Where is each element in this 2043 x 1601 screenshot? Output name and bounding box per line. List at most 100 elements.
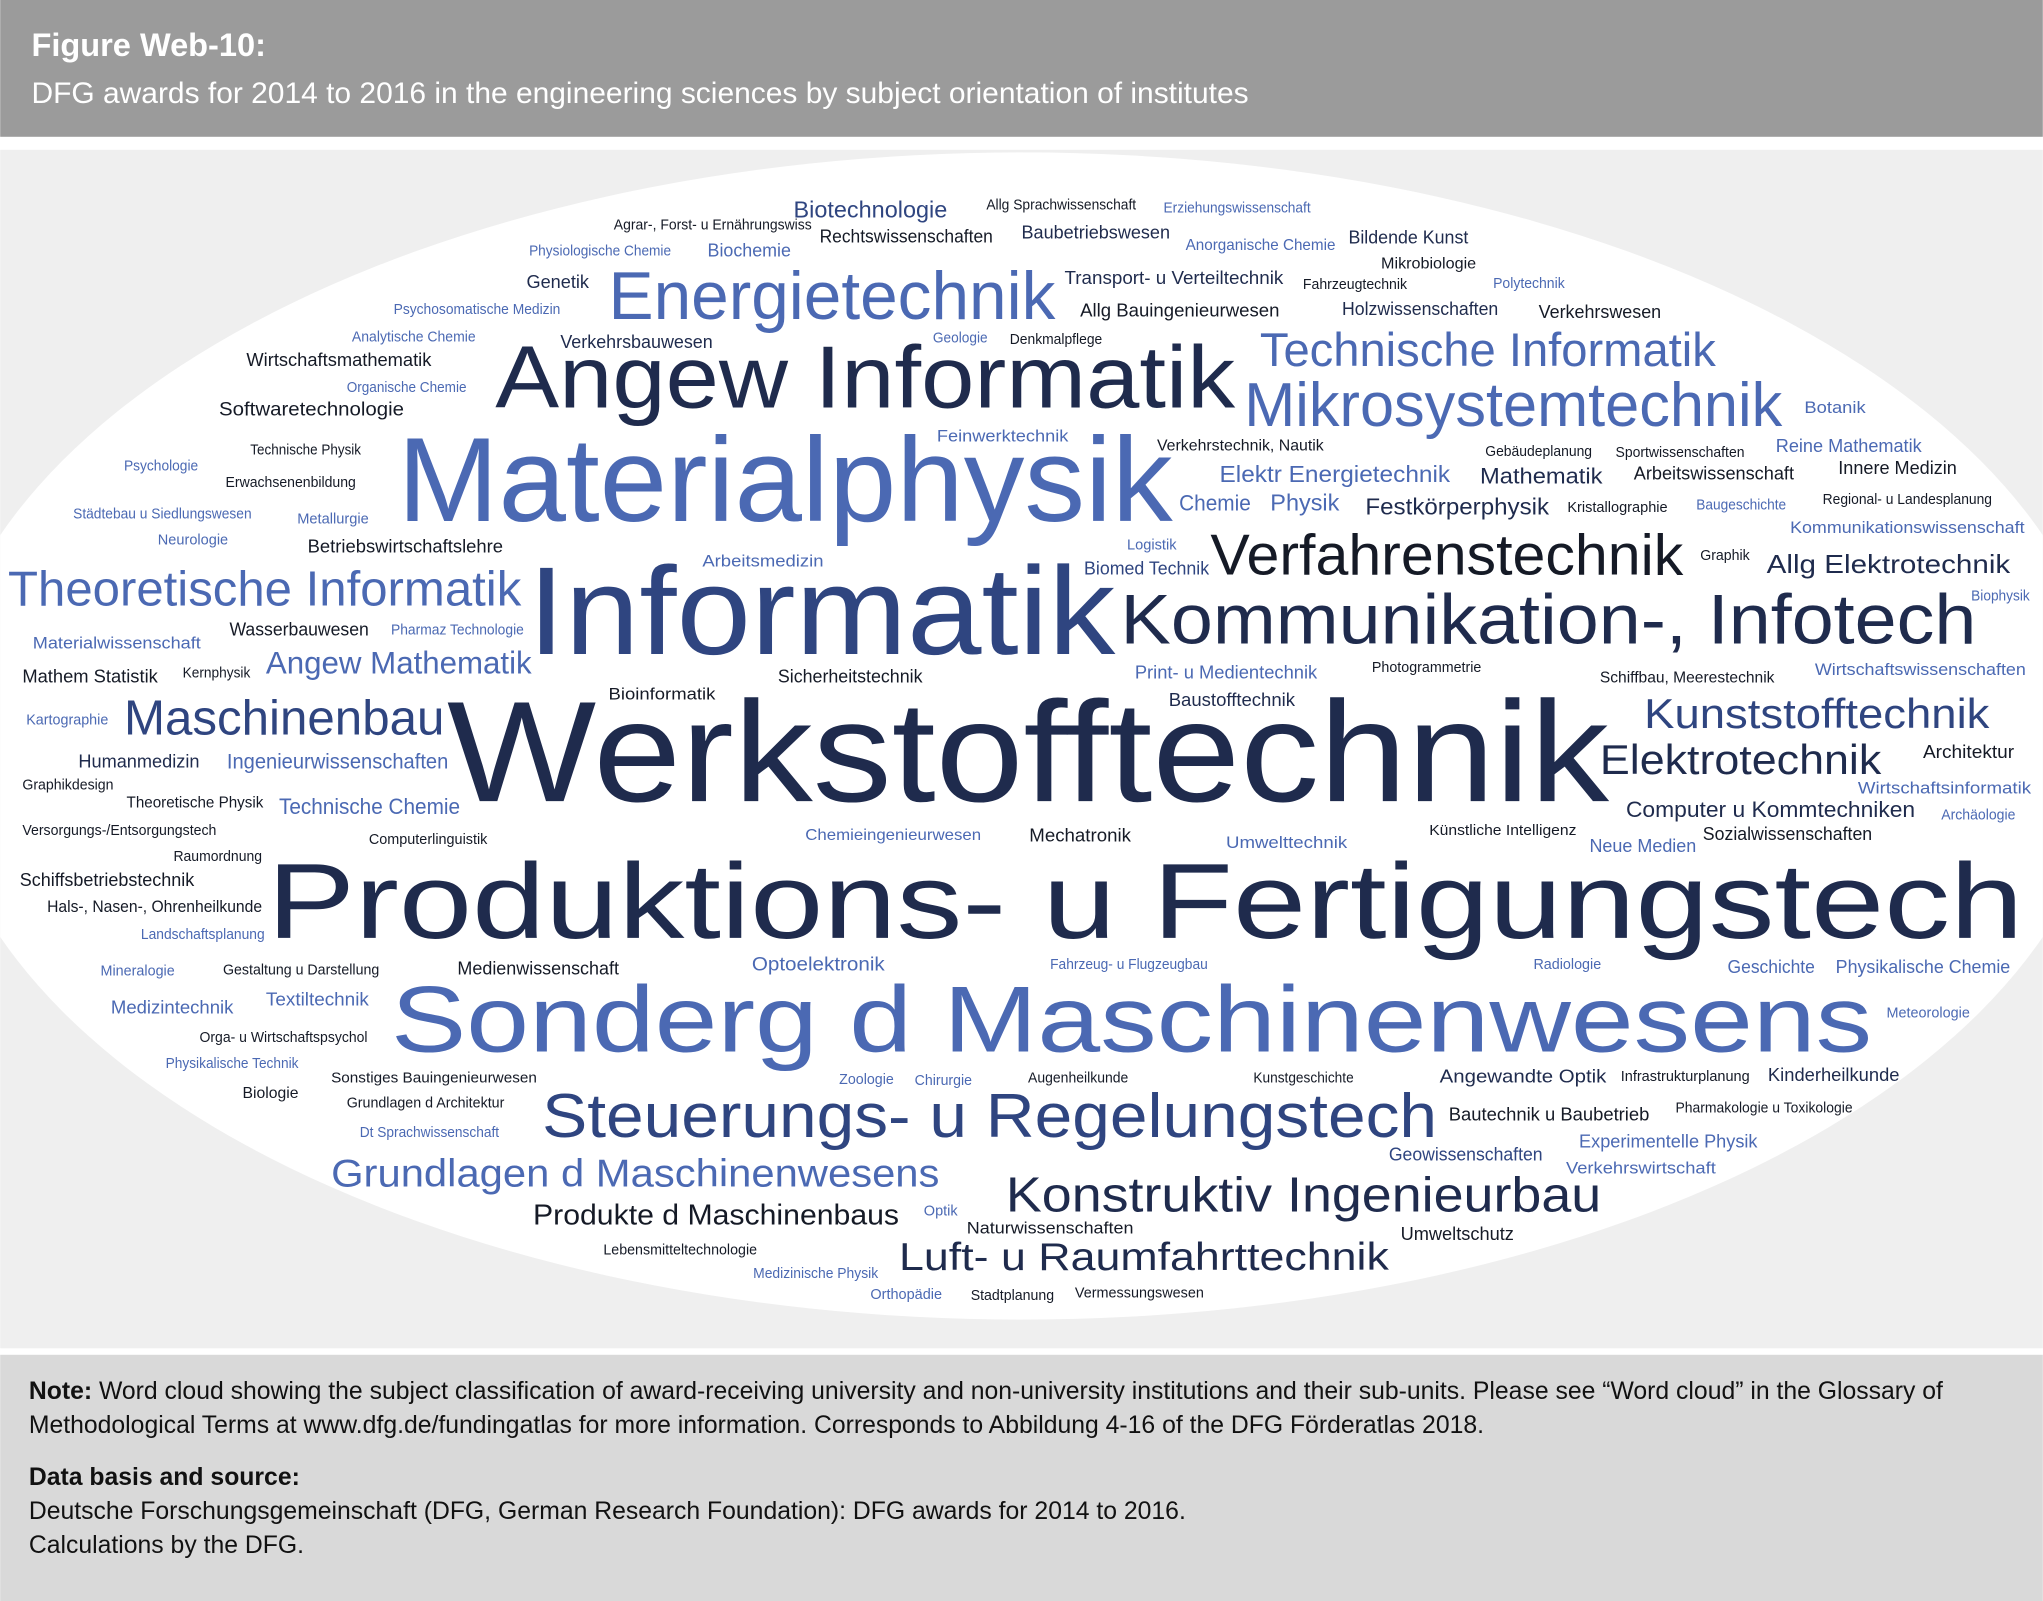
- word: Optik: [924, 1203, 959, 1219]
- word: Polytechnik: [1493, 276, 1565, 292]
- word: Kernphysik: [183, 665, 252, 681]
- word: Physik: [1270, 490, 1339, 516]
- word: Elektrotechnik: [1600, 736, 1882, 783]
- word: Mikrobiologie: [1381, 255, 1476, 272]
- word: Landschaftsplanung: [141, 927, 265, 943]
- word: Softwaretechnologie: [219, 399, 404, 421]
- word: Dt Sprachwissenschaft: [360, 1125, 499, 1141]
- word: Umweltschutz: [1401, 1223, 1514, 1244]
- word: Technische Chemie: [279, 794, 460, 819]
- word: Verkehrswesen: [1539, 301, 1661, 322]
- footer-text: Note: Word cloud showing the subject cla…: [29, 1376, 2022, 1564]
- word: Mathem Statistik: [22, 666, 158, 687]
- word: Naturwissenschaften: [967, 1219, 1134, 1238]
- figure-title: Figure Web-10:: [31, 27, 266, 63]
- word: Physiologische Chemie: [529, 243, 671, 259]
- word: Allg Elektrotechnik: [1767, 549, 2012, 579]
- word: Steuerungs- u Regelungstech: [542, 1081, 1437, 1151]
- word: Archäologie: [1941, 807, 2015, 823]
- word: Bildende Kunst: [1348, 227, 1468, 248]
- word: Genetik: [526, 271, 589, 292]
- word: Materialwissenschaft: [33, 634, 201, 653]
- cloud-ellipse: [0, 152, 2043, 1320]
- word: Sonderg d Maschinenwesens: [391, 966, 1872, 1071]
- word: Versorgungs-/Entsorgungstech: [22, 823, 216, 839]
- word: Denkmalpflege: [1010, 332, 1103, 348]
- word: Reine Mathematik: [1776, 435, 1923, 456]
- word: Optoelektronik: [752, 954, 885, 976]
- word: Produktions- u Fertigungstech: [267, 841, 2023, 961]
- word: Schiffsbetriebstechnik: [20, 869, 195, 890]
- word: Fahrzeug- u Flugzeugbau: [1050, 957, 1208, 973]
- word: Materialphysik: [398, 414, 1174, 547]
- word: Verkehrsbauwesen: [560, 331, 712, 352]
- word: Sonstiges Bauingenieurwesen: [331, 1071, 537, 1087]
- word: Holzwissenschaften: [1342, 298, 1498, 319]
- word: Medizintechnik: [111, 996, 234, 1017]
- word: Festkörperphysik: [1365, 494, 1549, 520]
- word: Radiologie: [1533, 957, 1601, 973]
- word: Künstliche Intelligenz: [1429, 823, 1576, 839]
- word: Mikrosystemtechnik: [1244, 370, 1783, 440]
- word: Gebäudeplanung: [1485, 444, 1592, 460]
- word: Maschinenbau: [124, 691, 444, 746]
- word: Humanmedizin: [78, 750, 199, 771]
- word: Betriebswirtschaftslehre: [308, 535, 503, 556]
- source-line: Deutsche Forschungsgemeinschaft (DFG, Ge…: [28, 1498, 1186, 1526]
- word: Bioinformatik: [609, 685, 716, 704]
- word: Vermessungswesen: [1075, 1285, 1204, 1301]
- word: Schiffbau, Meerestechnik: [1600, 670, 1775, 687]
- word: Ingenieurwissenschaften: [227, 751, 448, 774]
- word: Kartographie: [26, 712, 108, 728]
- source-line: Calculations by the DFG.: [28, 1531, 304, 1560]
- word: Experimentelle Physik: [1579, 1131, 1758, 1152]
- word: Verkehrstechnik, Nautik: [1157, 438, 1324, 455]
- word: Biologie: [242, 1085, 298, 1102]
- word: Baubetriebswesen: [1022, 221, 1171, 242]
- word: Kommunikationswissenschaft: [1790, 518, 2025, 537]
- word: Geschichte: [1728, 956, 1815, 977]
- word: Konstruktiv Ingenieurbau: [1006, 1167, 1601, 1222]
- word: Sportwissenschaften: [1616, 445, 1745, 461]
- figure-subtitle: DFG awards for 2014 to 2016 in the engin…: [31, 77, 1248, 110]
- word: Luft- u Raumfahrttechnik: [899, 1236, 1389, 1279]
- word-cloud: Biotechnologie Allg Sprachwissenschaft Erz…: [8, 197, 2032, 1305]
- word: Infrastrukturplanung: [1621, 1069, 1750, 1085]
- word: Graphikdesign: [22, 777, 113, 793]
- word: Metallurgie: [297, 512, 369, 528]
- word: Kinderheilkunde: [1768, 1064, 1900, 1085]
- word: Feinwerktechnik: [937, 427, 1069, 446]
- word: Augenheilkunde: [1028, 1071, 1128, 1087]
- word: Orthopädie: [870, 1287, 942, 1303]
- word: Wirtschaftsinformatik: [1858, 778, 2032, 797]
- word: Theoretische Physik: [127, 795, 264, 812]
- word: Innere Medizin: [1838, 457, 1957, 478]
- word: Stadtplanung: [971, 1288, 1054, 1304]
- word: Arbeitsmedizin: [702, 552, 823, 571]
- word: Regional- u Landesplanung: [1823, 492, 1992, 508]
- word: Zoologie: [839, 1072, 894, 1088]
- word: Sicherheitstechnik: [778, 666, 923, 687]
- word: Psychologie: [124, 458, 198, 474]
- word: Erwachsenenbildung: [226, 475, 356, 491]
- word: Städtebau u Siedlungswesen: [73, 506, 252, 522]
- word: Medizinische Physik: [753, 1266, 879, 1282]
- word: Angew Informatik: [495, 328, 1236, 427]
- word: Produkte d Maschinenbaus: [533, 1200, 899, 1232]
- word: Computerlinguistik: [369, 832, 488, 848]
- word: Baugeschichte: [1696, 497, 1786, 513]
- word: Geowissenschaften: [1389, 1144, 1543, 1165]
- word: Neue Medien: [1589, 835, 1696, 856]
- word: Sozialwissenschaften: [1703, 823, 1872, 844]
- word: Kristallographie: [1567, 500, 1667, 516]
- word: Theoretische Informatik: [8, 562, 521, 617]
- word: Chemie: [1179, 491, 1251, 516]
- word: Erziehungswissenschaft: [1163, 200, 1310, 216]
- word: Print- u Medientechnik: [1135, 662, 1318, 683]
- word: Kommunikation-, Infotech: [1121, 580, 1977, 659]
- source-heading: Data basis and source:: [28, 1464, 300, 1492]
- word: Wirtschaftsmathematik: [246, 349, 432, 370]
- word: Organische Chemie: [347, 380, 467, 396]
- word: Mechatronik: [1029, 825, 1132, 846]
